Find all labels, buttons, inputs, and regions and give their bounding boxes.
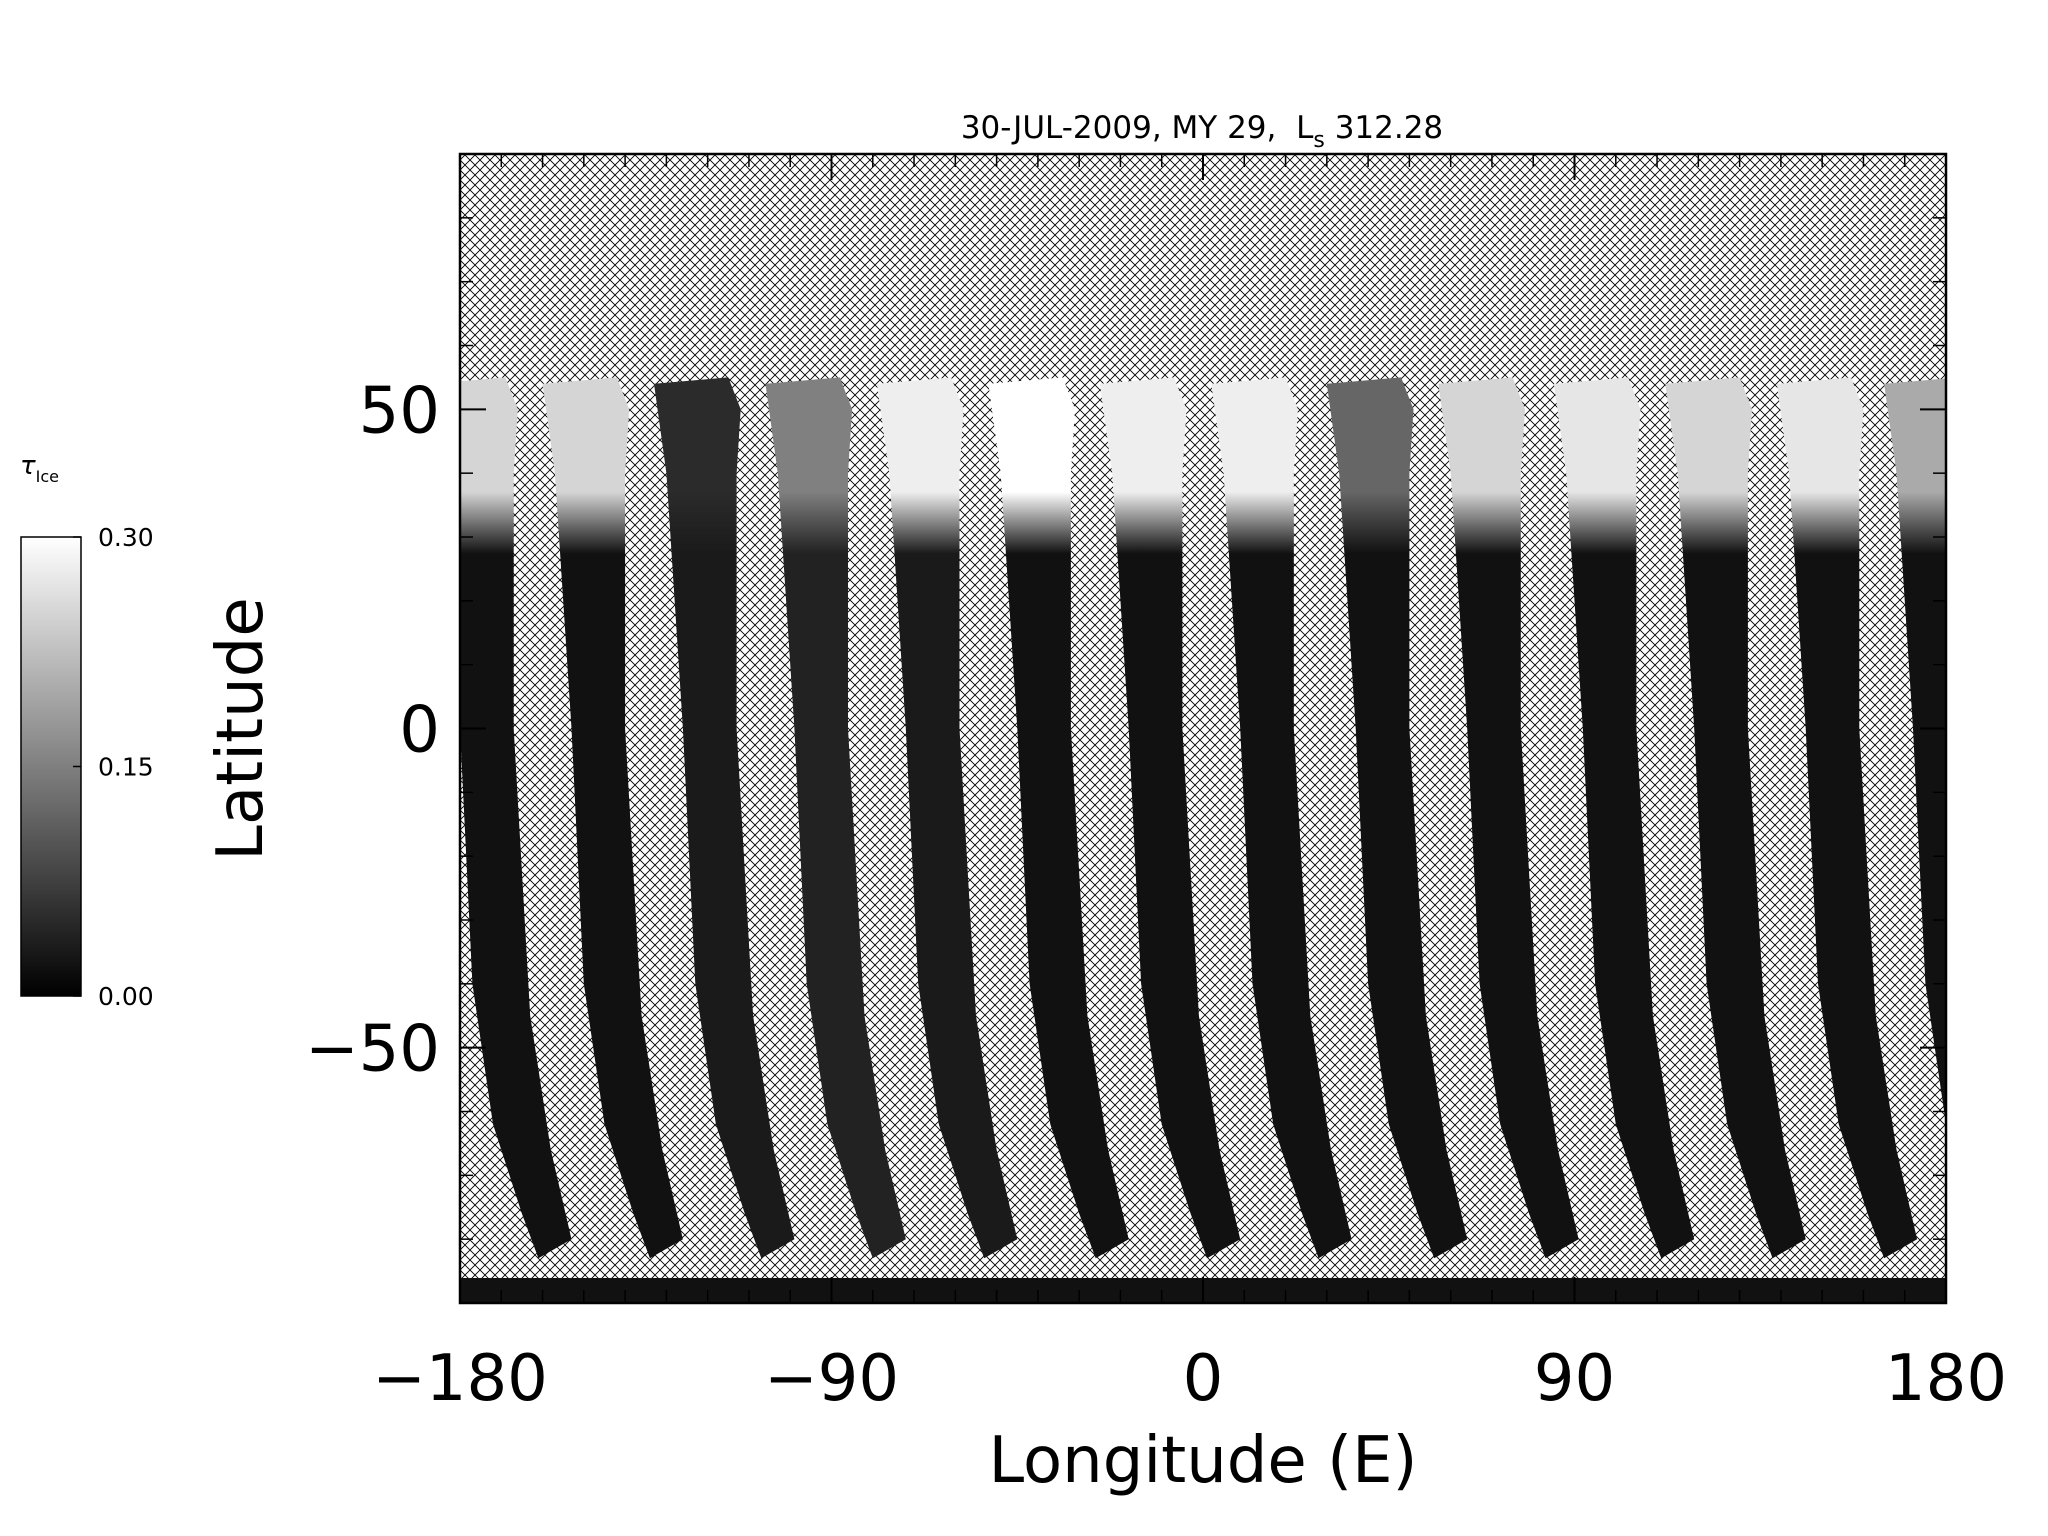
swath (1553, 377, 1695, 1259)
colorbar-tick-label: 0.00 (98, 982, 154, 1011)
colorbar-subscript: Ice (36, 467, 59, 486)
swath (1776, 377, 1918, 1259)
y-tick-label: −50 (305, 1013, 440, 1087)
title-ls: 312.28 (1335, 110, 1443, 146)
swath (1665, 377, 1806, 1259)
swath (1438, 377, 1579, 1259)
y-axis-label: Latitude (204, 597, 278, 860)
swath (460, 377, 572, 1259)
x-tick-label: 180 (1885, 1342, 2007, 1416)
x-tick-label: 0 (1183, 1342, 1224, 1416)
x-tick-label: −180 (372, 1342, 548, 1416)
x-axis-label: Longitude (E) (988, 1424, 1417, 1498)
swath (988, 377, 1129, 1259)
swath (876, 377, 1018, 1259)
swath (765, 377, 906, 1259)
colorbar-tick-label: 0.30 (98, 523, 154, 552)
colorbar-tick-label: 0.15 (98, 753, 154, 782)
swath (1326, 377, 1468, 1259)
x-tick-label: 90 (1534, 1342, 1615, 1416)
swath (1884, 378, 1946, 1125)
colorbar (20, 536, 82, 997)
y-tick-label: 0 (399, 694, 440, 768)
y-tick-label: 50 (359, 374, 440, 448)
title-sep (1325, 110, 1335, 146)
title-subscript: s (1313, 128, 1324, 153)
colorbar-label: τIce (20, 451, 59, 486)
chart-title: 30-JUL-2009, MY 29, Ls 312.28 (961, 110, 1443, 153)
colorbar-symbol: τ (20, 451, 36, 481)
swath (542, 377, 683, 1259)
swath (1099, 377, 1241, 1259)
swath (654, 377, 795, 1259)
swaths (460, 377, 1946, 1259)
swath (1211, 377, 1352, 1259)
title-text: 30-JUL-2009, MY 29, L (961, 110, 1314, 146)
x-tick-label: −90 (764, 1342, 899, 1416)
